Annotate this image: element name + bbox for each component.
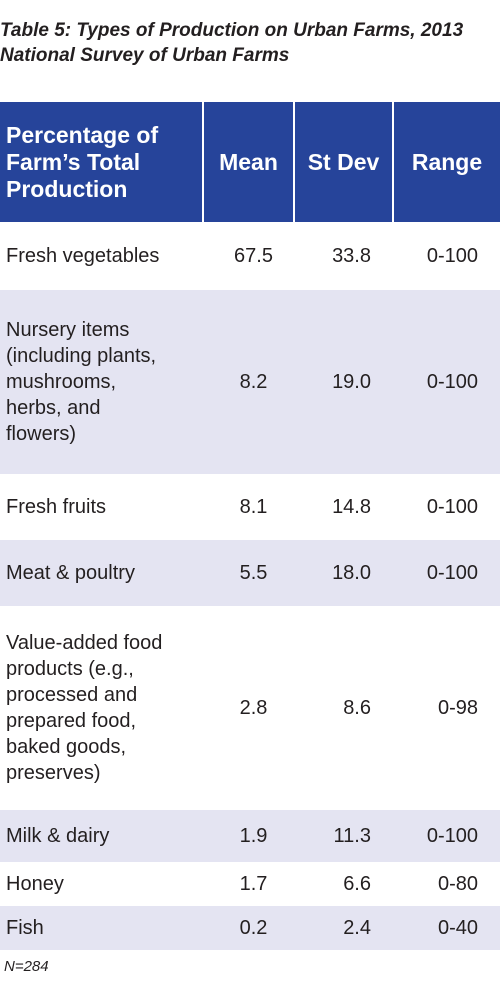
row-item-label: Fresh vegetables <box>0 222 203 290</box>
row-st-dev: 2.4 <box>294 906 393 950</box>
header-mean: Mean <box>202 102 294 222</box>
row-item-line: herbs, and <box>6 397 101 419</box>
row-st-dev: 8.6 <box>294 606 393 810</box>
row-mean: 2.8 <box>203 606 294 810</box>
row-mean: 5.5 <box>203 540 294 606</box>
row-item-line: baked goods, <box>6 736 127 758</box>
table-row: Honey 1.7 6.6 0-80 <box>0 862 500 906</box>
row-range: 0-100 <box>393 540 500 606</box>
row-mean: 67.5 <box>203 222 294 290</box>
row-mean: 1.9 <box>203 810 294 862</box>
row-item-line: products (e.g., <box>6 658 134 680</box>
row-st-dev: 19.0 <box>294 290 393 474</box>
row-item-label: Milk & dairy <box>0 810 203 862</box>
row-item-label: Fresh fruits <box>0 474 203 540</box>
row-item-label: Value-added food products (e.g., process… <box>0 606 203 810</box>
row-item-line: processed and <box>6 684 138 706</box>
row-item-line: mushrooms, <box>6 371 117 393</box>
table-caption: Table 5: Types of Production on Urban Fa… <box>0 18 500 68</box>
caption-line-2: National Survey of Urban Farms <box>0 45 290 66</box>
header-item-line-1: Percentage of <box>6 121 159 148</box>
table-row: Milk & dairy 1.9 11.3 0-100 <box>0 810 500 862</box>
row-st-dev: 11.3 <box>294 810 393 862</box>
header-item-line-2: Farm’s Total <box>6 148 141 175</box>
row-range: 0-98 <box>393 606 500 810</box>
row-item-line: Value-added food <box>6 632 163 654</box>
header-range: Range <box>392 102 500 222</box>
table-row: Meat & poultry 5.5 18.0 0-100 <box>0 540 500 606</box>
row-item-label: Meat & poultry <box>0 540 203 606</box>
header-production-type: Percentage of Farm’s Total Production <box>0 102 203 222</box>
row-range: 0-80 <box>393 862 500 906</box>
row-item-line: prepared food, <box>6 710 137 732</box>
production-table: Percentage of Farm’s Total Production Me… <box>0 102 500 950</box>
row-range: 0-100 <box>393 474 500 540</box>
row-mean: 1.7 <box>203 862 294 906</box>
caption-line-1: Table 5: Types of Production on Urban Fa… <box>0 20 464 41</box>
row-item-label: Nursery items (including plants, mushroo… <box>0 290 203 474</box>
row-mean: 0.2 <box>203 906 294 950</box>
row-item-line: (including plants, <box>6 345 157 367</box>
table-row: Fish 0.2 2.4 0-40 <box>0 906 500 950</box>
row-mean: 8.1 <box>203 474 294 540</box>
table-row: Value-added food products (e.g., process… <box>0 606 500 810</box>
table-header-row: Percentage of Farm’s Total Production Me… <box>0 102 500 222</box>
row-item-label: Fish <box>0 906 203 950</box>
row-st-dev: 6.6 <box>294 862 393 906</box>
row-item-line: preserves) <box>6 762 101 784</box>
row-st-dev: 18.0 <box>294 540 393 606</box>
row-range: 0-100 <box>393 290 500 474</box>
row-item-line: flowers) <box>6 423 77 445</box>
row-item-label: Honey <box>0 862 203 906</box>
row-range: 0-100 <box>393 222 500 290</box>
row-item-line: Nursery items <box>6 319 130 341</box>
table-row: Fresh fruits 8.1 14.8 0-100 <box>0 474 500 540</box>
row-st-dev: 14.8 <box>294 474 393 540</box>
sample-size-note: N=284 <box>4 958 49 975</box>
row-st-dev: 33.8 <box>294 222 393 290</box>
table-row: Fresh vegetables 67.5 33.8 0-100 <box>0 222 500 290</box>
row-range: 0-40 <box>393 906 500 950</box>
header-item-line-3: Production <box>6 175 128 202</box>
row-range: 0-100 <box>393 810 500 862</box>
table-row: Nursery items (including plants, mushroo… <box>0 290 500 474</box>
row-mean: 8.2 <box>203 290 294 474</box>
header-st-dev: St Dev <box>293 102 393 222</box>
